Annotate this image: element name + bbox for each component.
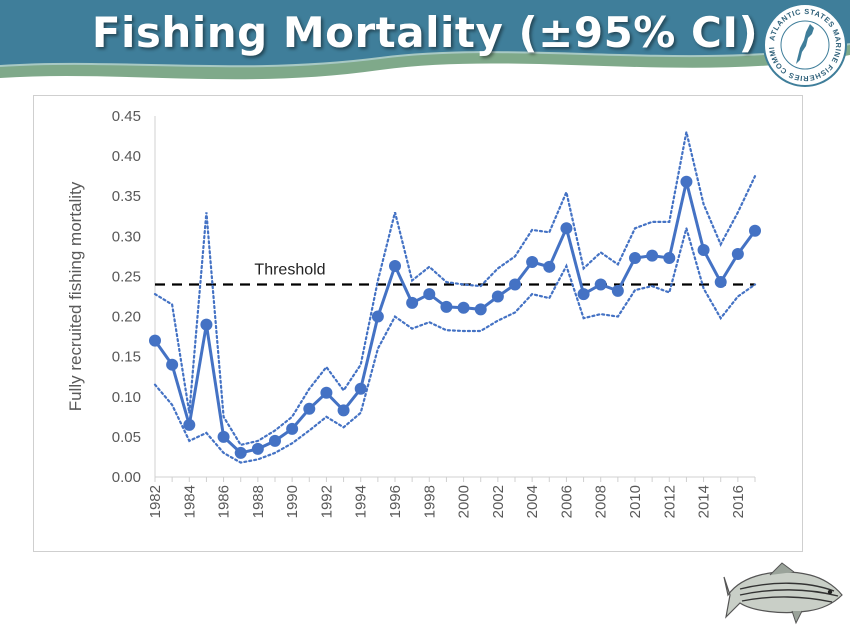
x-tick-label: 2012	[661, 485, 678, 518]
series-line-lower-ci	[153, 224, 757, 464]
y-tick-label: 0.35	[112, 188, 141, 205]
data-point-1996	[389, 260, 401, 273]
data-point-2013	[680, 175, 693, 188]
data-point-2014	[697, 243, 710, 256]
data-point-2012	[663, 251, 676, 264]
x-tick-label: 1992	[318, 485, 335, 518]
x-tick-label: 2016	[730, 485, 747, 518]
x-tick-label: 2004	[524, 485, 541, 518]
data-point-1998	[423, 288, 436, 301]
data-point-2002	[491, 290, 504, 303]
data-point-2005	[543, 260, 556, 273]
y-tick-label: 0.10	[112, 389, 141, 406]
data-point-1985	[200, 318, 213, 331]
x-tick-label: 1990	[284, 485, 301, 518]
data-point-2004	[526, 256, 539, 269]
coastline-map-icon	[796, 24, 814, 64]
y-tick-label: 0.00	[112, 469, 141, 486]
data-point-1986	[217, 430, 230, 443]
data-point-1997	[406, 296, 419, 309]
x-tick-label: 2006	[558, 485, 575, 518]
data-point-2000	[457, 301, 470, 314]
x-tick-label: 1986	[216, 485, 233, 518]
x-tick-label: 1996	[387, 485, 404, 518]
data-point-1989	[269, 434, 281, 447]
data-point-1991	[303, 402, 316, 415]
x-tick-label: 1998	[421, 485, 438, 518]
y-tick-label: 0.15	[112, 349, 141, 366]
x-tick-label: 1984	[181, 485, 198, 518]
data-point-2010	[629, 251, 641, 264]
y-axis-label: Fully recruited fishing mortality	[66, 181, 85, 411]
x-tick-label: 2010	[627, 485, 644, 518]
data-point-1982	[149, 334, 161, 347]
y-tick-label: 0.40	[112, 148, 141, 165]
y-tick-label: 0.45	[112, 108, 141, 125]
data-point-2016	[731, 247, 744, 260]
banner-main-wave	[0, 0, 850, 67]
data-point-1993	[337, 404, 350, 417]
x-tick-label: 1982	[147, 485, 164, 518]
header-banner	[0, 0, 850, 80]
data-point-1995	[371, 310, 384, 323]
x-tick-label: 1988	[250, 485, 267, 518]
data-point-2011	[646, 249, 659, 262]
data-point-1994	[354, 382, 367, 395]
data-point-1983	[166, 358, 179, 371]
data-point-2006	[560, 222, 573, 235]
data-point-1999	[440, 300, 453, 313]
threshold-label: Threshold	[254, 261, 325, 278]
series-line-upper-ci	[153, 131, 757, 447]
data-point-1988	[251, 442, 264, 455]
data-point-2003	[509, 278, 521, 291]
asmfc-logo: ATLANTIC STATES MARINE FISHERIES COMMISS…	[762, 2, 847, 87]
x-tick-label: 2014	[696, 485, 713, 518]
data-point-1984	[183, 418, 196, 431]
data-point-2015	[714, 276, 727, 289]
y-tick-label: 0.05	[112, 429, 141, 446]
fishing-mortality-chart: 0.00 0.05 0.10 0.15 0.20 0.25 0.30 0.35 0.40 0.45…	[66, 108, 761, 518]
y-tick-label: 0.20	[112, 309, 141, 326]
x-tick-label: 2002	[490, 485, 507, 518]
data-point-1987	[234, 446, 247, 459]
data-point-2017	[749, 224, 761, 237]
data-point-2001	[474, 303, 487, 316]
data-point-1992	[320, 386, 333, 399]
chart-frame	[33, 95, 803, 552]
y-tick-label: 0.25	[112, 268, 141, 285]
data-point-1990	[286, 422, 299, 435]
x-tick-label: 2000	[456, 485, 473, 518]
x-tick-label: 2008	[593, 485, 610, 518]
data-point-2008	[594, 278, 607, 291]
slide-title: Fishing Mortality (±95% CI)	[91, 8, 759, 57]
y-tick-label: 0.30	[112, 228, 141, 245]
data-point-2007	[577, 288, 590, 301]
data-point-2009	[611, 284, 624, 297]
striped-bass-icon	[723, 562, 843, 625]
banner-wave-line	[0, 43, 850, 68]
x-tick-label: 1994	[353, 485, 370, 518]
